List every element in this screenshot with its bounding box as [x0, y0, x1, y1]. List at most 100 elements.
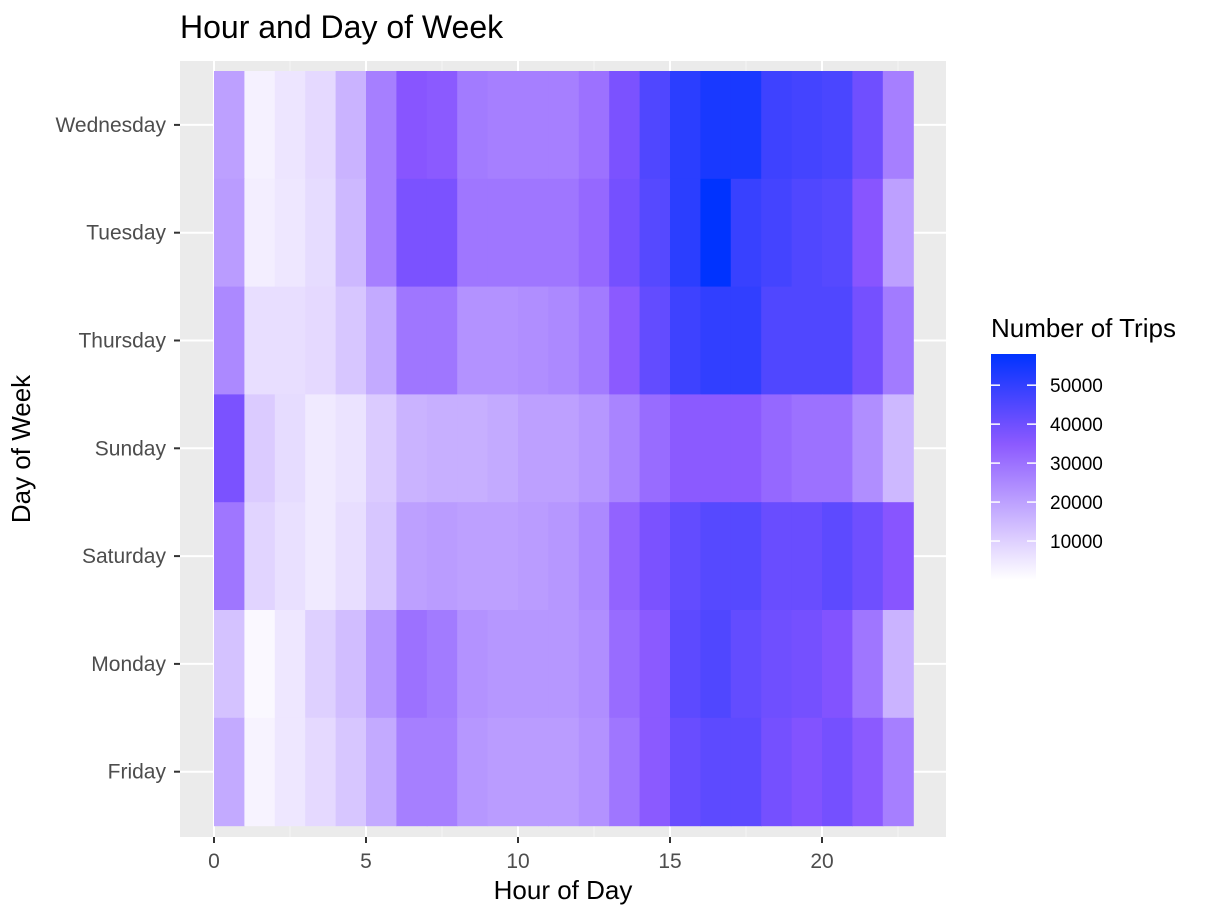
heatmap-cell: [761, 71, 793, 180]
heatmap-cell: [730, 610, 762, 719]
heatmap-cell: [609, 394, 641, 503]
y-axis-title: Day of Week: [6, 374, 36, 523]
heatmap-cell: [730, 286, 762, 395]
heatmap-cell: [366, 610, 397, 719]
heatmap-cell: [639, 717, 671, 827]
x-tick-label: 0: [208, 850, 220, 873]
heatmap-cell: [822, 394, 853, 503]
heatmap-cell: [457, 394, 489, 503]
heatmap-cell: [761, 394, 793, 503]
heatmap-cell: [822, 610, 853, 719]
heatmap-cell: [305, 717, 337, 827]
heatmap-cell: [822, 178, 853, 288]
heatmap-cell: [426, 717, 458, 827]
heatmap-cell: [882, 286, 914, 395]
heatmap-cell: [518, 717, 549, 827]
legend-tick-label: 30000: [1050, 454, 1103, 475]
heatmap-cell: [518, 502, 549, 611]
heatmap-cell: [396, 394, 428, 503]
heatmap-cell: [274, 71, 306, 180]
heatmap-cell: [518, 610, 549, 719]
heatmap-cell: [548, 394, 580, 503]
heatmap-cell: [761, 502, 793, 611]
heatmap-cell: [791, 502, 823, 611]
heatmap-cell: [426, 286, 458, 395]
heatmap-cell: [578, 502, 610, 611]
heatmap-cell: [426, 610, 458, 719]
heatmap-cell: [882, 717, 914, 827]
heatmap-cell: [366, 286, 397, 395]
heatmap-cell: [791, 178, 823, 288]
heatmap-cell: [244, 286, 276, 395]
heatmap-cell: [639, 178, 671, 288]
y-tick-label: Friday: [108, 761, 167, 784]
heatmap-cell: [457, 71, 489, 180]
chart-title: Hour and Day of Week: [180, 9, 504, 45]
heatmap-cell: [578, 717, 610, 827]
heatmap-cell: [335, 502, 367, 611]
y-tick-label: Tuesday: [86, 222, 166, 245]
heatmap-cell: [700, 71, 732, 180]
legend-tick-label: 40000: [1050, 415, 1103, 436]
heatmap-cell: [791, 286, 823, 395]
heatmap-cell: [609, 610, 641, 719]
heatmap-cell: [487, 286, 519, 395]
heatmap-cell: [822, 71, 853, 180]
heatmap-cell: [274, 394, 306, 503]
heatmap-cell: [214, 286, 245, 395]
heatmap-cell: [518, 394, 549, 503]
heatmap-cell: [730, 717, 762, 827]
heatmap-cell: [487, 394, 519, 503]
heatmap-cell: [518, 71, 549, 180]
x-axis: 0 5 10 15 20: [208, 837, 834, 873]
legend-tick-label: 10000: [1050, 532, 1103, 553]
heatmap-cell: [396, 286, 428, 395]
heatmap-cell: [487, 178, 519, 288]
heatmap-cell: [487, 71, 519, 180]
heatmap-cell: [700, 394, 732, 503]
heatmap-cell: [305, 178, 337, 288]
heatmap-cell: [548, 71, 580, 180]
heatmap-cell: [822, 717, 853, 827]
heatmap-cell: [609, 286, 641, 395]
heatmap-cell: [396, 502, 428, 611]
heatmap-cell: [670, 717, 701, 827]
heatmap-cell: [578, 610, 610, 719]
heatmap-cell: [214, 717, 245, 827]
heatmap-cell: [244, 717, 276, 827]
heatmap-cell: [670, 286, 701, 395]
heatmap-cell: [578, 71, 610, 180]
legend-tick-label: 50000: [1050, 376, 1103, 397]
heatmap-cell: [670, 394, 701, 503]
heatmap-cell: [761, 286, 793, 395]
heatmap-cell: [548, 286, 580, 395]
heatmap-cell: [700, 610, 732, 719]
x-tick-label: 10: [506, 850, 529, 873]
heatmap-cell: [396, 717, 428, 827]
heatmap-cell: [518, 178, 549, 288]
legend: Number of Trips 10000 20000 30000 40000 5000…: [991, 313, 1176, 580]
heatmap-cell: [548, 610, 580, 719]
heatmap-cell: [791, 717, 823, 827]
heatmap-cell: [214, 610, 245, 719]
x-tick-label: 15: [658, 850, 681, 873]
heatmap-cell: [852, 610, 884, 719]
heatmap-cell: [396, 178, 428, 288]
y-axis: Wednesday Tuesday Thursday Sunday Saturday Mo…: [55, 114, 180, 784]
heatmap-cell: [852, 71, 884, 180]
heatmap-cell: [882, 394, 914, 503]
heatmap-cell: [426, 178, 458, 288]
heatmap-cell: [274, 502, 306, 611]
heatmap-cells: [214, 71, 914, 827]
heatmap-cell: [274, 610, 306, 719]
heatmap-cell: [487, 717, 519, 827]
heatmap-cell: [335, 717, 367, 827]
heatmap-cell: [274, 178, 306, 288]
heatmap-cell: [426, 71, 458, 180]
heatmap-cell: [730, 502, 762, 611]
heatmap-cell: [639, 610, 671, 719]
y-tick-label: Thursday: [78, 330, 166, 353]
heatmap-cell: [366, 71, 397, 180]
heatmap-cell: [578, 394, 610, 503]
